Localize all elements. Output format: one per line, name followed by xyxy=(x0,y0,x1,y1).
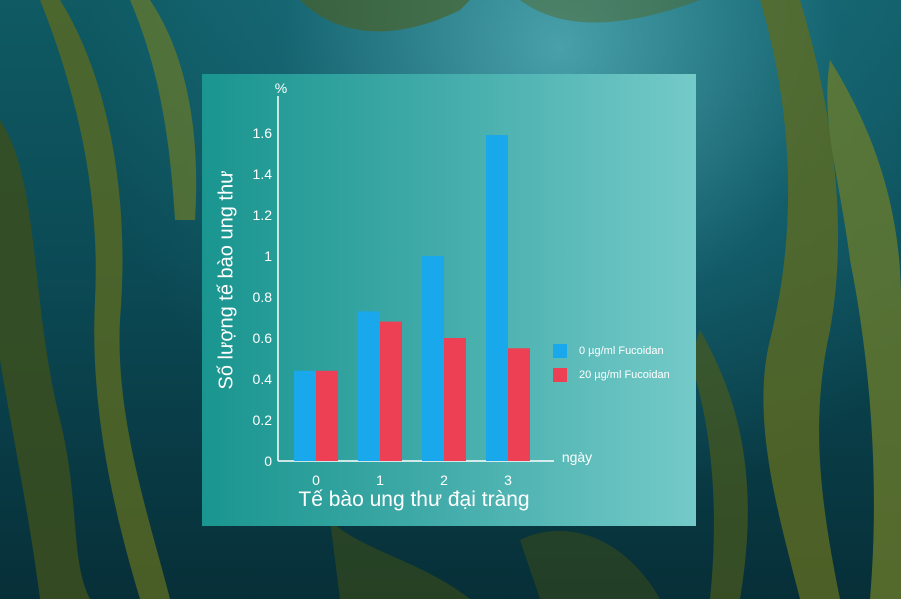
y-tick-label: 1.6 xyxy=(253,125,273,141)
legend-label-0: 0 µg/ml Fucoidan xyxy=(579,345,664,357)
legend-item-series-1: 20 µg/ml Fucoidan xyxy=(553,365,670,385)
x-axis-label: Tế bào ung thư đại tràng xyxy=(298,488,530,511)
y-axis-unit: % xyxy=(274,80,288,96)
y-tick-label: 1 xyxy=(264,248,272,264)
bar-chart: 0 0.2 0.4 0.6 0.8 1 1.2 1.4 1.6 0 1 2 3 xyxy=(253,96,554,488)
bar-control-day-2 xyxy=(422,256,444,461)
bar-fucoidan-day-3 xyxy=(508,348,530,461)
y-tick-label: 1.4 xyxy=(253,166,273,182)
y-tick-label: 0.2 xyxy=(253,412,273,428)
y-tick-label: 0.8 xyxy=(253,289,273,305)
bar-control-day-1 xyxy=(358,311,380,461)
y-tick-label: 0.6 xyxy=(253,330,273,346)
x-tick-label: 2 xyxy=(440,472,448,488)
y-tick-label: 0 xyxy=(264,453,272,469)
legend-swatch-blue xyxy=(553,344,567,358)
legend-swatch-red xyxy=(553,368,567,382)
bar-fucoidan-day-1 xyxy=(380,321,402,461)
y-tick-label: 0.4 xyxy=(253,371,273,387)
legend: 0 µg/ml Fucoidan 20 µg/ml Fucoidan xyxy=(553,341,670,389)
bar-control-day-3 xyxy=(486,135,508,462)
x-axis-unit: ngày xyxy=(561,449,593,465)
x-tick-label: 1 xyxy=(376,472,384,488)
bar-control-day-0 xyxy=(294,370,316,461)
y-axis-label: Số lượng tế bào ung thư xyxy=(215,170,238,390)
x-tick-label: 3 xyxy=(504,472,512,488)
bar-fucoidan-day-0 xyxy=(316,370,338,461)
x-tick-label: 0 xyxy=(312,472,320,488)
y-tick-label: 1.2 xyxy=(253,207,273,223)
legend-label-1: 20 µg/ml Fucoidan xyxy=(579,369,670,381)
bar-fucoidan-day-2 xyxy=(444,338,466,461)
legend-item-series-0: 0 µg/ml Fucoidan xyxy=(553,341,670,361)
